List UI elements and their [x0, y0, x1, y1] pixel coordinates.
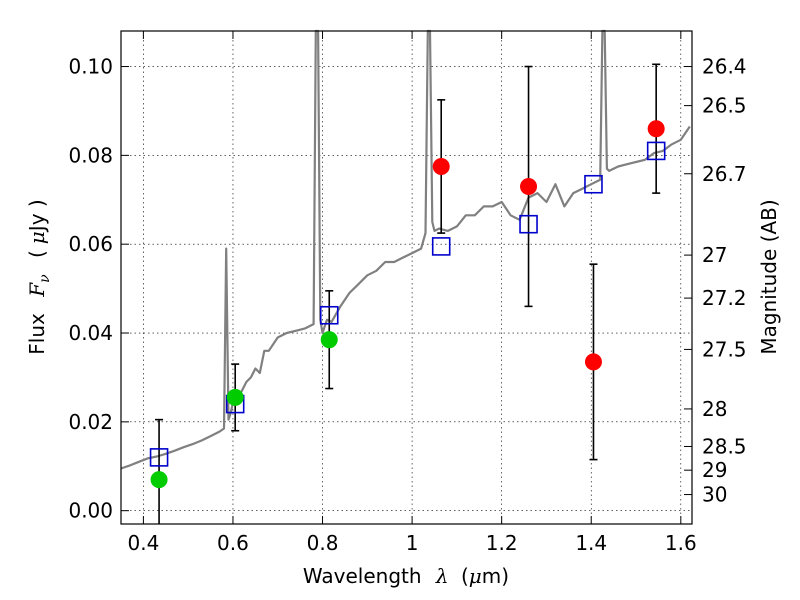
magnitude-tick-label: 28.5 [702, 434, 747, 458]
magnitude-tick-label: 27 [702, 243, 727, 267]
x-tick-label: 1.6 [665, 531, 697, 555]
magnitude-tick-label: 26.7 [702, 162, 747, 186]
y-ticks: 0.00 0.02 0.04 0.06 0.08 0.10 [68, 55, 129, 523]
y-axis-symbol: F [25, 282, 49, 298]
y-axis-unit-rest: Jy ) [25, 199, 49, 233]
x-tick-label: 1.2 [486, 531, 518, 555]
x-axis-unit-open: ( [461, 564, 469, 588]
x-tick-label: 0.8 [307, 531, 339, 555]
red-data-point [520, 177, 538, 195]
red-data-point [584, 353, 602, 371]
y-axis-symbol-sub: ν [37, 274, 53, 283]
y-tick-label: 0.02 [68, 410, 113, 434]
x-axis-unit-mu: μ [469, 564, 482, 588]
x-axis-title: Wavelength λ (μm) [303, 564, 509, 588]
spectrum-line [120, 29, 691, 470]
magnitude-tick-label: 26.5 [702, 94, 747, 118]
model-square-marker [519, 214, 538, 234]
model-square-marker [584, 174, 603, 194]
y-axis-title-text: Flux [25, 313, 49, 355]
green-data-point [320, 331, 338, 349]
x-axis-title-text: Wavelength [303, 564, 422, 588]
magnitude-tick-label: 29 [702, 458, 727, 482]
model-square-marker [149, 448, 169, 467]
x-tick-label: 0.6 [217, 531, 249, 555]
data-markers [149, 120, 666, 489]
magnitude-tick-label: 27.2 [702, 286, 747, 310]
y-axis-title: Flux Fν ( μJy ) [25, 199, 54, 354]
plot-frame [120, 30, 693, 525]
model-square-marker [431, 237, 451, 256]
magnitude-tick-label: 27.5 [702, 337, 747, 361]
x-tick-label: 0.4 [127, 531, 159, 555]
x-axis-unit-rest: m) [482, 564, 509, 588]
model-square-marker [319, 305, 339, 325]
x-axis-symbol: λ [435, 564, 449, 588]
model-square-marker [646, 141, 666, 161]
green-data-point [150, 471, 168, 489]
x-tick-label: 1 [406, 531, 419, 555]
y-axis-unit-open: ( [25, 250, 49, 258]
y-tick-label: 0.10 [68, 55, 113, 79]
magnitude-tick-label: 30 [702, 483, 727, 507]
y-tick-label: 0.00 [68, 499, 113, 523]
x-tick-label: 1.4 [575, 531, 607, 555]
magnitude-tick-label: 28 [702, 397, 727, 421]
red-data-point [432, 157, 450, 175]
green-data-point [226, 388, 244, 406]
magnitude-axis-title: Magnitude (AB) [757, 199, 781, 354]
model-spectrum [120, 29, 691, 470]
grid [121, 31, 692, 524]
red-data-point [647, 120, 665, 138]
error-bars [155, 63, 661, 524]
magnitude-tick-label: 26.4 [702, 55, 747, 79]
y-axis-unit-mu: μ [25, 231, 49, 244]
y-tick-label: 0.06 [68, 232, 113, 256]
x-ticks: 0.4 0.6 0.8 1 1.2 1.4 1.6 [127, 31, 697, 555]
y-tick-label: 0.04 [68, 321, 113, 345]
y-tick-label: 0.08 [68, 143, 113, 167]
